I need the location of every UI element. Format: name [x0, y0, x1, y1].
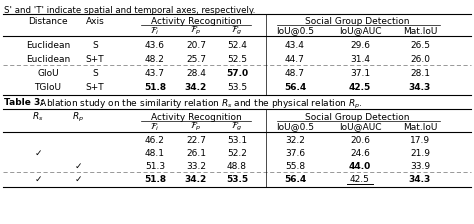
- Text: 51.3: 51.3: [145, 162, 165, 170]
- Text: Mat.IoU: Mat.IoU: [403, 123, 437, 131]
- Text: 26.1: 26.1: [186, 149, 206, 157]
- Text: 53.5: 53.5: [226, 174, 248, 183]
- Text: 48.8: 48.8: [227, 162, 247, 170]
- Text: Mat.IoU: Mat.IoU: [403, 26, 437, 35]
- Text: Axis: Axis: [86, 17, 104, 26]
- Text: 43.4: 43.4: [285, 41, 305, 50]
- Text: S: S: [92, 41, 98, 50]
- Text: 24.6: 24.6: [350, 149, 370, 157]
- Text: 52.2: 52.2: [227, 149, 247, 157]
- Text: Activity Recognition: Activity Recognition: [151, 17, 241, 26]
- Text: 37.6: 37.6: [285, 149, 305, 157]
- Text: IoU@AUC: IoU@AUC: [339, 26, 381, 35]
- Text: 34.2: 34.2: [185, 82, 207, 91]
- Text: S+T: S+T: [86, 54, 104, 63]
- Text: 48.2: 48.2: [145, 54, 165, 63]
- Text: 52.5: 52.5: [227, 54, 247, 63]
- Text: $\checkmark$: $\checkmark$: [34, 174, 42, 183]
- Text: Social Group Detection: Social Group Detection: [305, 17, 410, 26]
- Text: 34.3: 34.3: [409, 174, 431, 183]
- Text: 34.3: 34.3: [409, 82, 431, 91]
- Text: 55.8: 55.8: [285, 162, 305, 170]
- Text: 33.2: 33.2: [186, 162, 206, 170]
- Text: $\mathcal{F}_g$: $\mathcal{F}_g$: [231, 121, 243, 133]
- Text: 25.7: 25.7: [186, 54, 206, 63]
- Text: 42.5: 42.5: [350, 174, 370, 183]
- Text: IoU@AUC: IoU@AUC: [339, 123, 381, 131]
- Text: 51.8: 51.8: [144, 82, 166, 91]
- Text: 53.1: 53.1: [227, 136, 247, 144]
- Text: Social Group Detection: Social Group Detection: [305, 112, 410, 121]
- Text: S+T: S+T: [86, 82, 104, 91]
- Text: 48.1: 48.1: [145, 149, 165, 157]
- Text: $\checkmark$: $\checkmark$: [74, 174, 82, 183]
- Text: Table 3:: Table 3:: [4, 98, 44, 107]
- Text: 44.0: 44.0: [349, 162, 371, 170]
- Text: IoU@0.5: IoU@0.5: [276, 123, 314, 131]
- Text: 26.0: 26.0: [410, 54, 430, 63]
- Text: $\mathcal{F}_i$: $\mathcal{F}_i$: [150, 25, 160, 37]
- Text: 37.1: 37.1: [350, 69, 370, 78]
- Text: $R_s$: $R_s$: [32, 111, 44, 123]
- Text: 32.2: 32.2: [285, 136, 305, 144]
- Text: 22.7: 22.7: [186, 136, 206, 144]
- Text: 53.5: 53.5: [227, 82, 247, 91]
- Text: GIoU: GIoU: [37, 69, 59, 78]
- Text: $\mathcal{F}_p$: $\mathcal{F}_p$: [190, 25, 202, 37]
- Text: Activity Recognition: Activity Recognition: [151, 112, 241, 121]
- Text: 43.7: 43.7: [145, 69, 165, 78]
- Text: 44.7: 44.7: [285, 54, 305, 63]
- Text: S' and 'T' indicate spatial and temporal axes, respectively.: S' and 'T' indicate spatial and temporal…: [4, 6, 255, 15]
- Text: 20.6: 20.6: [350, 136, 370, 144]
- Text: 29.6: 29.6: [350, 41, 370, 50]
- Text: $\checkmark$: $\checkmark$: [74, 162, 82, 170]
- Text: TGIoU: TGIoU: [35, 82, 62, 91]
- Text: 48.7: 48.7: [285, 69, 305, 78]
- Text: 17.9: 17.9: [410, 136, 430, 144]
- Text: Euclidean: Euclidean: [26, 54, 70, 63]
- Text: 56.4: 56.4: [284, 174, 306, 183]
- Text: S: S: [92, 69, 98, 78]
- Text: 21.9: 21.9: [410, 149, 430, 157]
- Text: $\mathcal{F}_g$: $\mathcal{F}_g$: [231, 25, 243, 37]
- Text: 42.5: 42.5: [349, 82, 371, 91]
- Text: 56.4: 56.4: [284, 82, 306, 91]
- Text: $\checkmark$: $\checkmark$: [34, 149, 42, 157]
- Text: $\mathcal{F}_p$: $\mathcal{F}_p$: [190, 121, 202, 133]
- Text: $R_p$: $R_p$: [72, 110, 84, 124]
- Text: Distance: Distance: [28, 17, 68, 26]
- Text: 28.4: 28.4: [186, 69, 206, 78]
- Text: 33.9: 33.9: [410, 162, 430, 170]
- Text: 43.6: 43.6: [145, 41, 165, 50]
- Text: 31.4: 31.4: [350, 54, 370, 63]
- Text: $\mathcal{F}_i$: $\mathcal{F}_i$: [150, 121, 160, 133]
- Text: Euclidean: Euclidean: [26, 41, 70, 50]
- Text: 26.5: 26.5: [410, 41, 430, 50]
- Text: IoU@0.5: IoU@0.5: [276, 26, 314, 35]
- Text: 51.8: 51.8: [144, 174, 166, 183]
- Text: 28.1: 28.1: [410, 69, 430, 78]
- Text: 52.4: 52.4: [227, 41, 247, 50]
- Text: 20.7: 20.7: [186, 41, 206, 50]
- Text: 57.0: 57.0: [226, 69, 248, 78]
- Text: 46.2: 46.2: [145, 136, 165, 144]
- Text: Ablation study on the similarity relation $R_s$ and the physical relation $R_p$.: Ablation study on the similarity relatio…: [37, 98, 363, 111]
- Text: 34.2: 34.2: [185, 174, 207, 183]
